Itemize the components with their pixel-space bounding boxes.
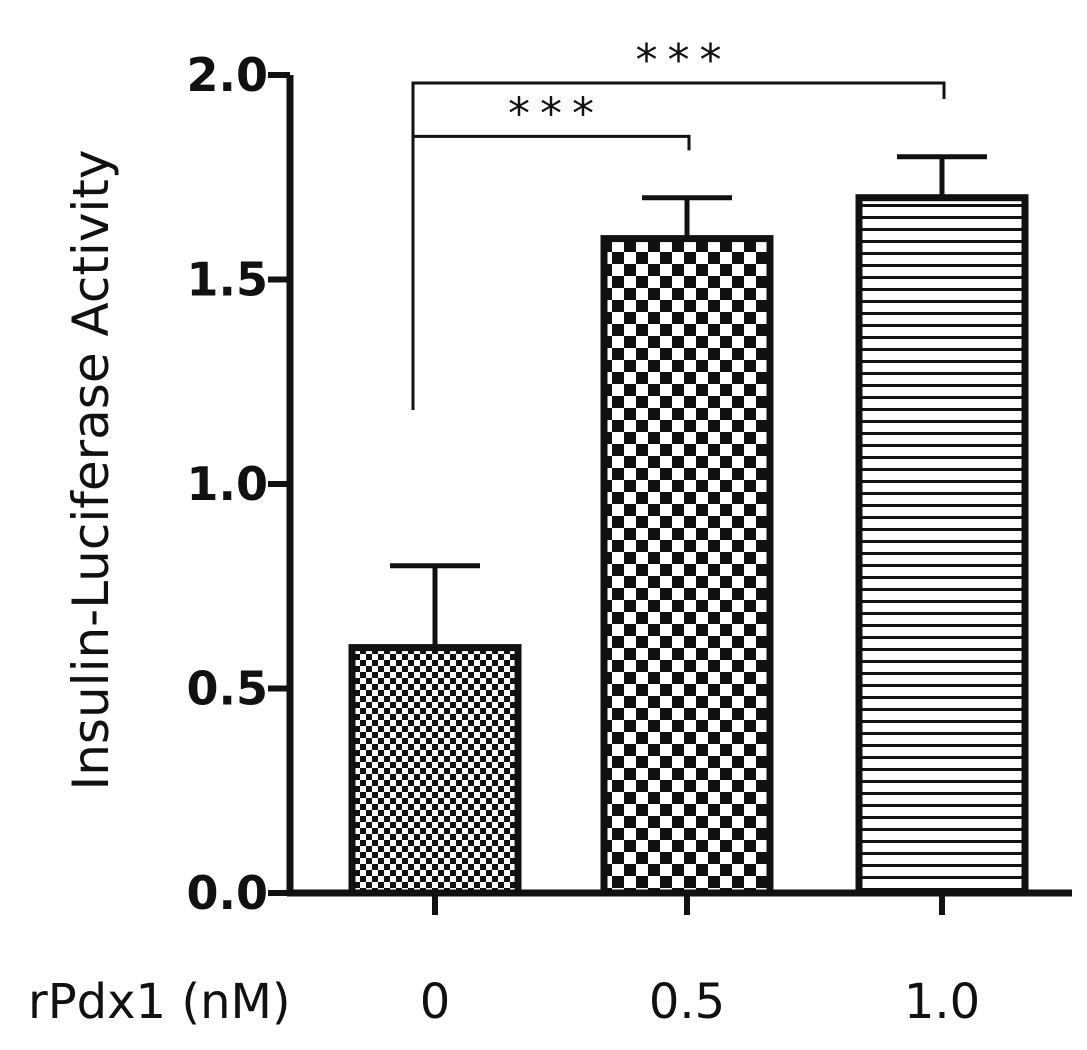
error-bars-layer [390, 154, 987, 648]
significance-label-0-vs-1.0: *** [636, 35, 732, 86]
y-tick-label-1.0: 1.0 [187, 457, 269, 511]
y-tick-label-2.0: 2.0 [187, 48, 269, 102]
axes-layer: 0.0 0.5 1.0 1.5 2.0 0 0.5 1.0 [187, 48, 1072, 1030]
x-tick-label-1.0: 1.0 [904, 974, 980, 1030]
x-tick-label-0.5: 0.5 [649, 974, 725, 1030]
bar-1.0 [855, 194, 1029, 897]
y-axis-label: Insulin-Luciferase Activity [62, 150, 120, 791]
bar-0 [348, 644, 522, 897]
bar-0.5 [600, 235, 774, 897]
significance-layer: *** *** [411, 35, 946, 410]
y-tick-label-1.5: 1.5 [187, 253, 269, 307]
y-tick-label-0.0: 0.0 [187, 866, 269, 920]
x-tick-label-0: 0 [420, 974, 451, 1030]
bars-layer [348, 194, 1029, 897]
significance-bracket-0-vs-1.0 [411, 81, 946, 410]
significance-label-0-vs-0.5: *** [508, 88, 604, 139]
x-axis-title: rPdx1 (nM) [28, 974, 291, 1030]
y-tick-label-0.5: 0.5 [187, 662, 269, 716]
